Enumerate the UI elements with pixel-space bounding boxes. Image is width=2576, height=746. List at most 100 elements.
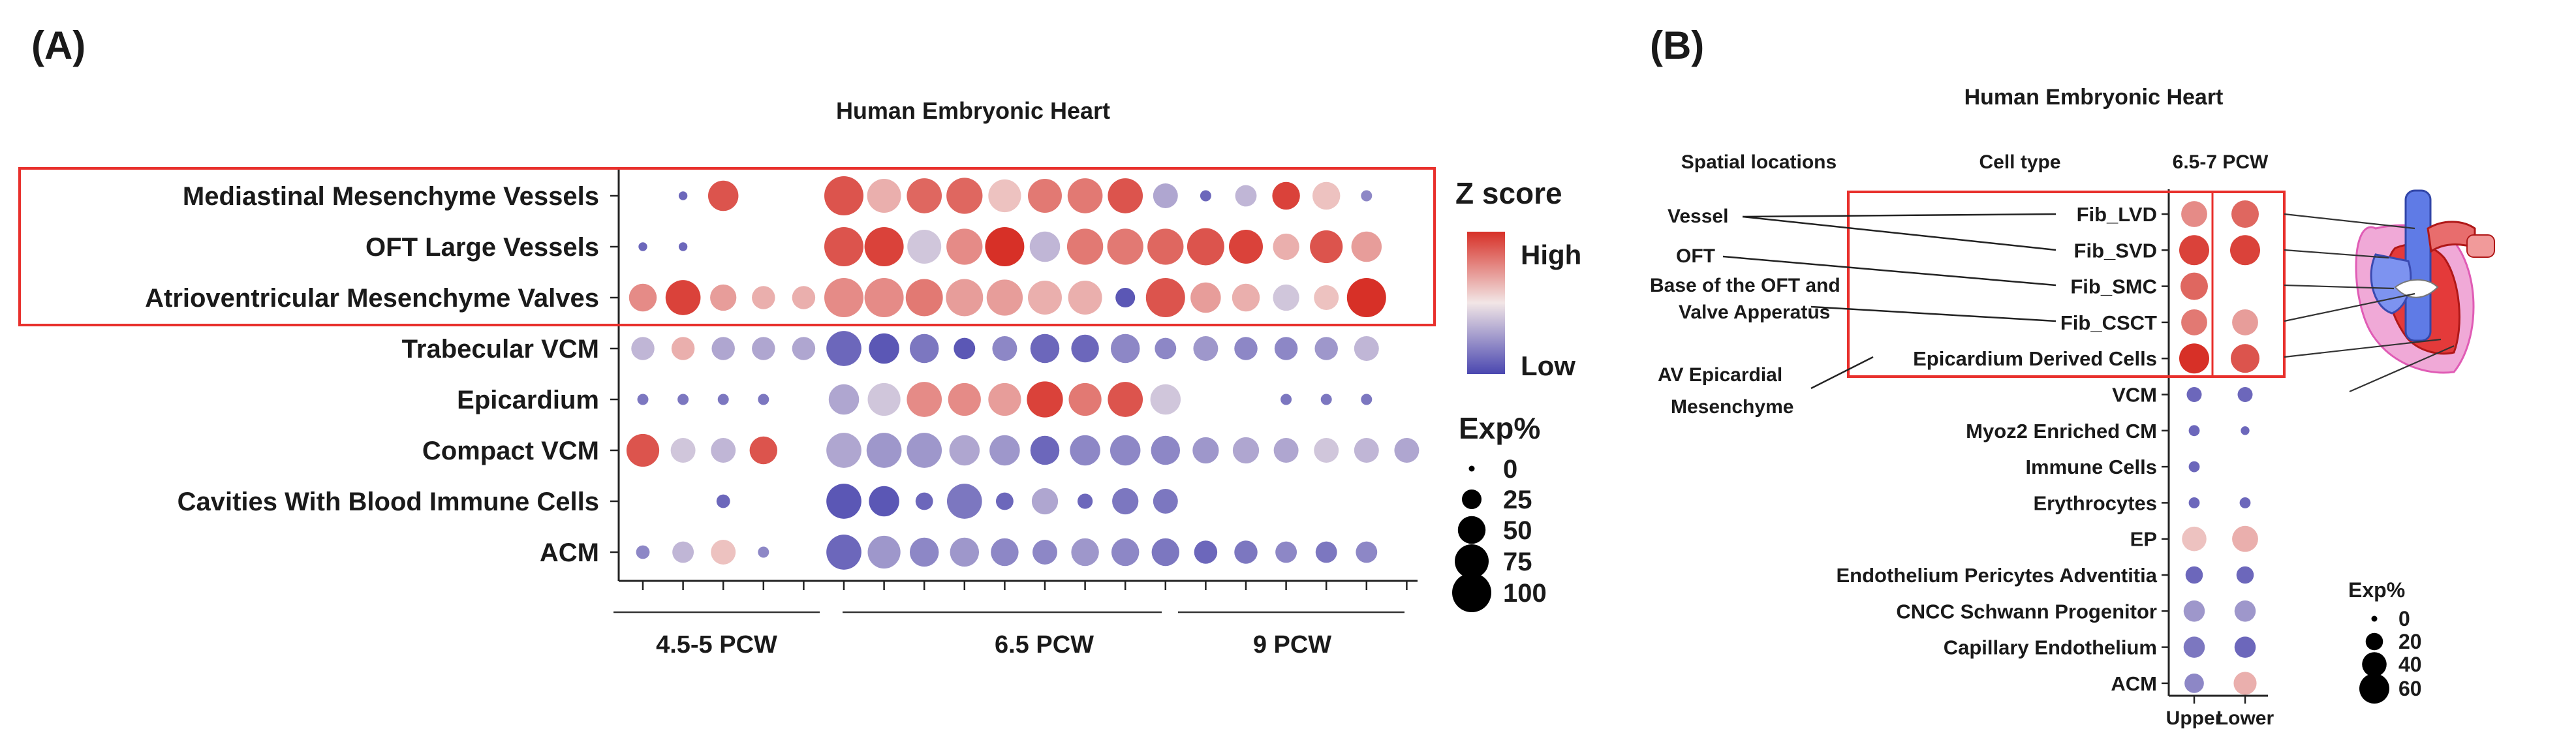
col-label-lower: Lower <box>2216 707 2274 729</box>
dot-mediastinal-mesenchyme-vessels-col-19 <box>1361 190 1373 202</box>
connector-oft-smc <box>1722 255 2056 287</box>
dot-cncc-schwann-progenitor-upper <box>2183 600 2205 622</box>
size-legend-label-0: 0 <box>2398 607 2410 630</box>
dot-epicardium-col-17 <box>1280 394 1292 405</box>
size-legend-dot-60 <box>2359 674 2389 704</box>
dot-epicardium-col-6 <box>828 384 860 415</box>
spatial-connector-lines <box>1722 213 2056 390</box>
dot-cavities-with-blood-immune-cells-col-9 <box>946 484 982 519</box>
col-label-upper: Upper <box>2166 707 2223 729</box>
dot-immune-cells-upper <box>2188 461 2200 473</box>
dot-epicardium-col-8 <box>907 382 942 417</box>
heart-connector-3 <box>2284 284 2395 290</box>
dot-epicardium-col-12 <box>1068 382 1102 416</box>
row-label-immune-cells: Immune Cells <box>2025 456 2157 478</box>
dot-trabecular-vcm-col-7 <box>869 333 899 364</box>
dot-compact-vcm-col-4 <box>749 436 778 465</box>
dot-mediastinal-mesenchyme-vessels-col-8 <box>907 178 942 213</box>
row-label-fib-svd: Fib_SVD <box>2074 239 2157 262</box>
heart-connector-1 <box>2284 213 2415 230</box>
dot-mediastinal-mesenchyme-vessels-col-9 <box>946 178 983 214</box>
row-label-fib-lvd: Fib_LVD <box>2077 203 2157 226</box>
size-legend-label-100: 100 <box>1503 579 1547 608</box>
dot-acm-col-7 <box>867 535 901 569</box>
dot-trabecular-vcm-col-1 <box>631 337 655 360</box>
dot-epicardium-col-11 <box>1027 381 1063 418</box>
dot-epicardium-col-4 <box>758 394 769 405</box>
dot-compact-vcm-col-20 <box>1394 438 1420 463</box>
dot-fib-lvd-lower <box>2231 200 2259 228</box>
dot-trabecular-vcm-col-6 <box>826 331 861 366</box>
dot-acm-col-2 <box>672 541 694 563</box>
dot-compact-vcm-col-13 <box>1110 435 1141 466</box>
dot-compact-vcm-col-7 <box>866 433 902 468</box>
dot-atrioventricular-mesenchyme-valves-col-14 <box>1145 278 1185 317</box>
dot-epicardium-col-2 <box>677 394 689 405</box>
dot-epicardium-col-1 <box>637 394 649 405</box>
row-label-epicardium-derived-cells: Epicardium Derived Cells <box>1913 347 2157 370</box>
size-legend-label-20: 20 <box>2398 630 2422 653</box>
dot-trabecular-vcm-col-11 <box>1030 334 1060 364</box>
dot-atrioventricular-mesenchyme-valves-col-13 <box>1115 288 1136 307</box>
dot-compact-vcm-col-12 <box>1070 435 1100 466</box>
dot-trabecular-vcm-col-5 <box>792 337 816 360</box>
row-label-endothelium-pericytes-adventitia: Endothelium Pericytes Adventitia <box>1836 564 2157 587</box>
dot-vcm-upper <box>2186 387 2202 402</box>
row-label-trabecular-vcm: Trabecular VCM <box>402 335 599 364</box>
dot-atrioventricular-mesenchyme-valves-col-16 <box>1232 283 1260 312</box>
dot-epicardium-col-19 <box>1361 394 1373 405</box>
dot-compact-vcm-col-1 <box>626 433 660 467</box>
size-legend-dot-25 <box>1462 490 1482 509</box>
heart-connector-5 <box>2284 338 2442 358</box>
dot-acm-col-13 <box>1111 538 1140 567</box>
dot-trabecular-vcm-col-10 <box>992 336 1017 361</box>
size-legend-dot-20 <box>2365 632 2383 651</box>
heart-pulmonary-trunk <box>2466 234 2495 258</box>
dot-acm-col-19 <box>1356 541 1378 563</box>
dot-oft-large-vessels-col-10 <box>985 227 1025 266</box>
exp-legend-title-b: Exp% <box>2348 578 2405 602</box>
dot-erythrocytes-upper <box>2188 497 2200 508</box>
dot-trabecular-vcm-col-4 <box>752 337 775 360</box>
dot-mediastinal-mesenchyme-vessels-col-3 <box>707 180 739 211</box>
size-legend-label-25: 25 <box>1503 486 1532 514</box>
dot-compact-vcm-col-9 <box>949 435 980 466</box>
dot-trabecular-vcm-col-15 <box>1193 336 1218 361</box>
row-label-atrioventricular-mesenchyme-valves: Atrioventricular Mesenchyme Valves <box>145 284 599 313</box>
dot-capillary-endothelium-upper <box>2183 636 2205 658</box>
panel-b-label: (B) <box>1650 23 1704 67</box>
dot-oft-large-vessels-col-11 <box>1029 231 1061 262</box>
dot-acm-col-1 <box>636 545 650 559</box>
row-label-acm: ACM <box>2111 672 2157 695</box>
dot-acm-col-14 <box>1151 538 1180 567</box>
dot-epicardium-col-13 <box>1108 382 1143 417</box>
row-label-fib-csct: Fib_CSCT <box>2060 311 2157 334</box>
dot-acm-col-12 <box>1071 538 1099 567</box>
dot-cavities-with-blood-immune-cells-col-12 <box>1077 493 1093 509</box>
dot-epicardium-col-7 <box>867 382 901 416</box>
dot-oft-large-vessels-col-14 <box>1147 228 1184 265</box>
dot-trabecular-vcm-col-2 <box>671 337 695 360</box>
dot-cavities-with-blood-immune-cells-col-3 <box>716 494 730 508</box>
dot-compact-vcm-col-19 <box>1354 438 1379 463</box>
dot-acm-col-3 <box>711 540 736 565</box>
dot-oft-large-vessels-col-8 <box>907 230 942 264</box>
dot-fib-svd-upper <box>2179 235 2209 266</box>
dot-mediastinal-mesenchyme-vessels-col-10 <box>988 179 1021 213</box>
row-label-erythrocytes: Erythrocytes <box>2033 491 2157 514</box>
dot-cncc-schwann-progenitor-lower <box>2234 600 2256 622</box>
col-header-spatial: Spatial locations <box>1681 151 1837 173</box>
dot-atrioventricular-mesenchyme-valves-col-12 <box>1068 281 1102 315</box>
dot-atrioventricular-mesenchyme-valves-col-17 <box>1273 284 1299 311</box>
dot-fib-csct-upper <box>2181 309 2207 335</box>
dot-atrioventricular-mesenchyme-valves-col-19 <box>1346 278 1386 317</box>
heart-atrium-blue <box>2370 253 2412 315</box>
dot-atrioventricular-mesenchyme-valves-col-3 <box>710 284 737 311</box>
dot-mediastinal-mesenchyme-vessels-col-17 <box>1272 181 1300 210</box>
dot-epicardium-col-14 <box>1150 384 1181 415</box>
size-legend-dot-0 <box>1468 465 1475 472</box>
panel-a-group-brackets: 4.5-5 PCW 6.5 PCW 9 PCW <box>613 611 1404 659</box>
size-legend-dot-50 <box>1457 516 1486 544</box>
